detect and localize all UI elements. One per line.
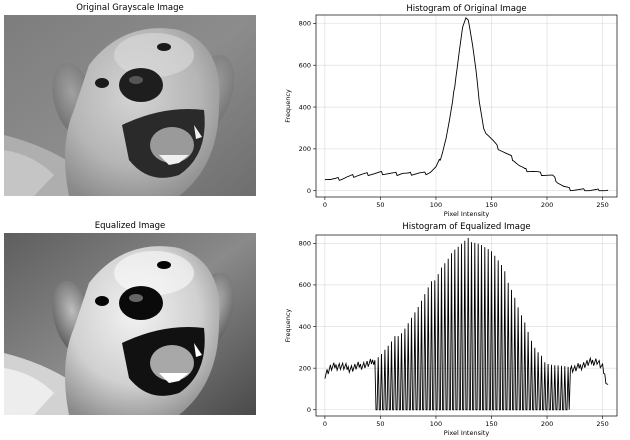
original-dog-photo <box>4 15 256 196</box>
y-tick-label: 800 <box>299 240 311 248</box>
plot-frame <box>315 14 618 198</box>
y-tick-label: 800 <box>299 20 311 28</box>
x-axis-label: Pixel Intensity <box>444 210 490 218</box>
chart-title: Histogram of Original Image <box>406 4 526 14</box>
y-axis-label: Frequency <box>284 89 292 123</box>
x-tick-label: 250 <box>596 420 608 428</box>
histogram-series-line <box>324 17 609 192</box>
y-tick-label: 400 <box>299 323 311 331</box>
y-tick-label: 0 <box>307 406 311 414</box>
y-tick-label: 200 <box>299 145 311 153</box>
x-tick-label: 50 <box>376 201 384 209</box>
y-tick-label: 0 <box>307 187 311 195</box>
plot-frame <box>315 234 618 417</box>
x-axis-label: Pixel Intensity <box>444 429 490 437</box>
histogram-series-line <box>324 237 609 411</box>
y-tick-label: 600 <box>299 281 311 289</box>
original-image-title: Original Grayscale Image <box>76 3 184 13</box>
x-tick-label: 200 <box>541 201 553 209</box>
y-tick-label: 400 <box>299 103 311 111</box>
x-tick-label: 100 <box>430 420 442 428</box>
equalized-dog-photo <box>4 233 256 415</box>
equalized-image-title: Equalized Image <box>94 221 166 231</box>
x-tick-label: 150 <box>485 420 497 428</box>
x-tick-label: 250 <box>596 201 608 209</box>
x-tick-label: 150 <box>485 201 497 209</box>
y-tick-label: 200 <box>299 364 311 372</box>
x-tick-label: 100 <box>430 201 442 209</box>
y-tick-label: 600 <box>299 62 311 70</box>
x-tick-label: 0 <box>323 420 327 428</box>
x-tick-label: 50 <box>376 420 384 428</box>
chart-title: Histogram of Equalized Image <box>402 222 530 232</box>
x-tick-label: 0 <box>323 201 327 209</box>
x-tick-label: 200 <box>541 420 553 428</box>
y-axis-label: Frequency <box>284 309 292 343</box>
